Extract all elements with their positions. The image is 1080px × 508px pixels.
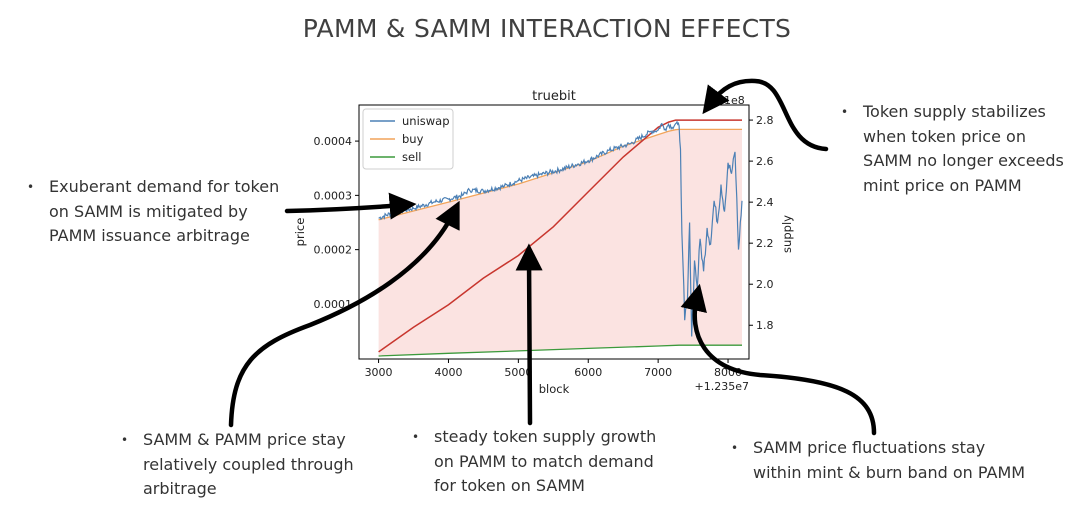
x-tick: 6000 <box>574 359 602 379</box>
arrow-fluctuations <box>680 283 877 436</box>
series-sell-line <box>378 344 742 357</box>
bullet-icon: • <box>731 441 739 455</box>
y-tick-label: 0.0004 <box>314 135 353 148</box>
legend-label-buy: buy <box>402 132 424 146</box>
bullet-icon: • <box>412 430 420 444</box>
y2-tick: 2.2 <box>749 237 774 250</box>
x-axis: 3000 4000 5000 6000 7000 8000 <box>365 359 742 379</box>
y-tick-label: 0.0001 <box>314 298 353 311</box>
annotation-fluctuations: • SAMM price fluctuations stay within mi… <box>731 436 1025 485</box>
annotation-steady: • steady token supply growth on PAMM to … <box>412 425 656 499</box>
legend: uniswap buy sell <box>362 108 454 170</box>
annotation-line: on SAMM is mitigated by <box>49 201 248 221</box>
y2-tick: 2.6 <box>749 155 774 168</box>
x-offset-label: +1.235e7 <box>695 380 749 393</box>
y2-tick-label: 2.6 <box>756 155 774 168</box>
annotation-coupled: • SAMM & PAMM price stay relatively coup… <box>121 428 354 502</box>
bullet-icon: • <box>121 433 129 447</box>
mint-burn-band <box>378 129 742 356</box>
x-tick-label: 6000 <box>574 366 602 379</box>
plot-frame <box>358 104 750 360</box>
arrow-coupled <box>228 200 460 428</box>
y-tick: 0.0004 <box>314 135 359 148</box>
annotation-line: Exuberant demand for token <box>49 177 280 196</box>
y2-tick-label: 2.2 <box>756 237 774 250</box>
y2-tick: 2.8 <box>749 114 774 127</box>
bullet-icon: • <box>841 105 849 119</box>
x-tick: 3000 <box>365 359 393 379</box>
y2-axis-label: supply <box>780 215 794 253</box>
series-supply-line <box>378 119 742 353</box>
y2-tick: 1.8 <box>749 319 774 332</box>
y2-tick-label: 2.0 <box>756 278 774 291</box>
slide-title: PAMM & SAMM INTERACTION EFFECTS <box>302 14 792 43</box>
y2-tick-label: 1.8 <box>756 319 774 332</box>
y2-tick: 2.0 <box>749 278 774 291</box>
x-tick-label: 4000 <box>434 366 462 379</box>
annotation-line: on PAMM to match demand <box>434 451 654 471</box>
annotation-line: PAMM issuance arbitrage <box>49 226 250 245</box>
x-tick-label: 5000 <box>504 366 532 379</box>
y2-tick-label: 2.4 <box>756 196 774 209</box>
annotation-line: SAMM & PAMM price stay <box>143 430 346 449</box>
annotation-line: when token price on <box>863 126 1026 146</box>
y-tick: 0.0002 <box>314 244 359 257</box>
legend-label-sell: sell <box>402 150 421 164</box>
y2-axis: 1.8 2.0 2.2 2.4 2.6 2.8 <box>749 114 774 332</box>
annotation-line: relatively coupled through <box>143 454 354 474</box>
x-tick-label: 3000 <box>365 366 393 379</box>
annotation-line: arbitrage <box>143 479 217 498</box>
annotation-stabilize: • Token supply stabilizes when token pri… <box>841 100 1064 198</box>
annotation-demand: • Exuberant demand for token on SAMM is … <box>27 175 279 249</box>
annotation-line: mint price on PAMM <box>863 175 1022 195</box>
arrow-demand <box>284 192 417 220</box>
annotation-line: SAMM price fluctuations stay <box>753 438 986 457</box>
annotation-line: SAMM no longer exceeds <box>863 151 1064 170</box>
annotation-line: steady token supply growth <box>434 427 657 446</box>
y2-tick: 2.4 <box>749 196 774 209</box>
y2-tick-label: 2.8 <box>756 114 774 127</box>
x-axis-label: block <box>539 382 570 396</box>
bullet-icon: • <box>27 180 35 194</box>
arrow-stabilize <box>702 78 829 152</box>
y-axis-label: price <box>293 218 307 247</box>
y-tick-label: 0.0003 <box>314 189 353 202</box>
annotation-line: Token supply stabilizes <box>863 102 1046 121</box>
x-tick: 5000 <box>504 359 532 379</box>
legend-box <box>362 108 454 170</box>
series-buy-line <box>378 128 742 221</box>
legend-label-uniswap: uniswap <box>402 114 450 128</box>
y-tick-label: 0.0002 <box>314 244 353 257</box>
x-tick: 7000 <box>644 359 672 379</box>
annotation-line: for token on SAMM <box>434 476 585 495</box>
y-tick: 0.0003 <box>314 189 359 202</box>
annotation-line: within mint & burn band on PAMM <box>753 462 1026 482</box>
arrow-steady <box>515 243 543 426</box>
chart-title: truebit <box>532 89 576 104</box>
x-tick-label: 7000 <box>644 366 672 379</box>
x-tick: 4000 <box>434 359 462 379</box>
y-axis: 0.0001 0.0002 0.0003 0.0004 <box>314 135 359 311</box>
